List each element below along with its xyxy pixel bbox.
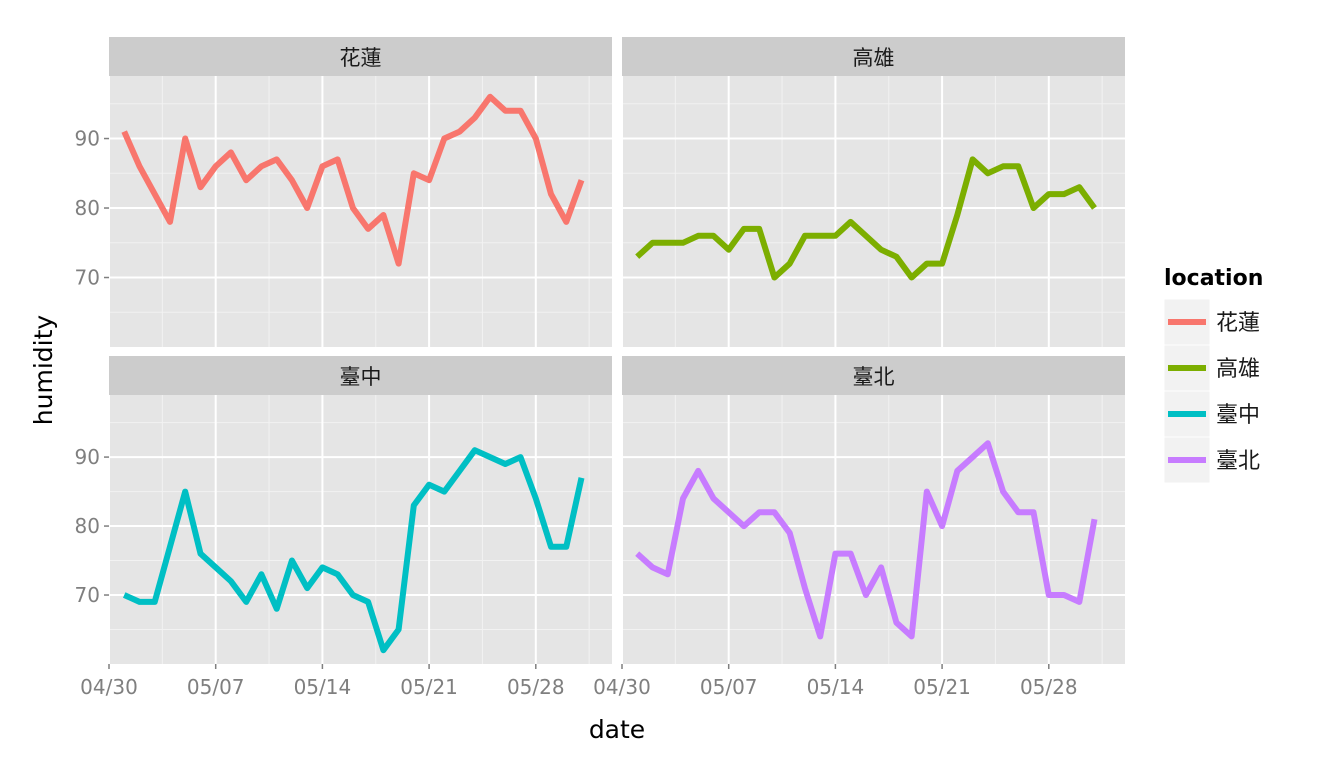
legend-label-2: 高雄 xyxy=(1216,357,1260,382)
panel-1-strip-label: 花蓮 xyxy=(340,46,382,70)
series-line-3 xyxy=(122,447,585,654)
x-axis-title: date xyxy=(589,715,645,744)
panel-4-x-tick-label: 05/28 xyxy=(1020,675,1078,699)
legend-label-3: 臺中 xyxy=(1216,403,1260,428)
legend-title: location xyxy=(1164,266,1263,291)
panel-3-y-tick-label: 70 xyxy=(75,583,100,607)
panel-4-x-tick-label: 05/21 xyxy=(913,675,971,699)
panel-3-x-tick-label: 05/07 xyxy=(187,675,245,699)
panel-3-y-tick-label: 80 xyxy=(75,514,100,538)
panel-4-strip xyxy=(622,356,1125,395)
series-line-1 xyxy=(121,93,585,267)
panel-2-strip xyxy=(622,37,1125,76)
panel-4-x-tick-label: 05/07 xyxy=(700,675,758,699)
panel-3-x-tick-label: 05/21 xyxy=(400,675,458,699)
series-line-4 xyxy=(635,440,1098,640)
panel-3-x-tick-label: 04/30 xyxy=(80,675,138,699)
panel-1-strip xyxy=(109,37,612,76)
series-line-2 xyxy=(635,156,1097,281)
y-axis-title: humidity xyxy=(29,315,58,426)
legend-label-4: 臺北 xyxy=(1216,449,1260,474)
panel-2-strip-label: 高雄 xyxy=(853,46,895,70)
panel-3-y-tick-label: 90 xyxy=(75,445,100,469)
panel-4-background xyxy=(622,395,1125,664)
panel-3-strip-label: 臺中 xyxy=(340,365,382,389)
panel-1-y-tick-label: 90 xyxy=(75,127,100,151)
panel-1-y-tick-label: 70 xyxy=(75,266,100,290)
panel-4-x-tick-label: 05/14 xyxy=(807,675,865,699)
panel-4-x-tick-label: 04/30 xyxy=(593,675,651,699)
legend-label-1: 花蓮 xyxy=(1216,311,1260,336)
panel-1-y-tick-label: 80 xyxy=(75,196,100,220)
panel-2-background xyxy=(622,76,1125,347)
panel-3-x-tick-label: 05/14 xyxy=(294,675,352,699)
panel-4-strip-label: 臺北 xyxy=(853,365,895,389)
panel-3-strip xyxy=(109,356,612,395)
panel-3-x-tick-label: 05/28 xyxy=(507,675,565,699)
